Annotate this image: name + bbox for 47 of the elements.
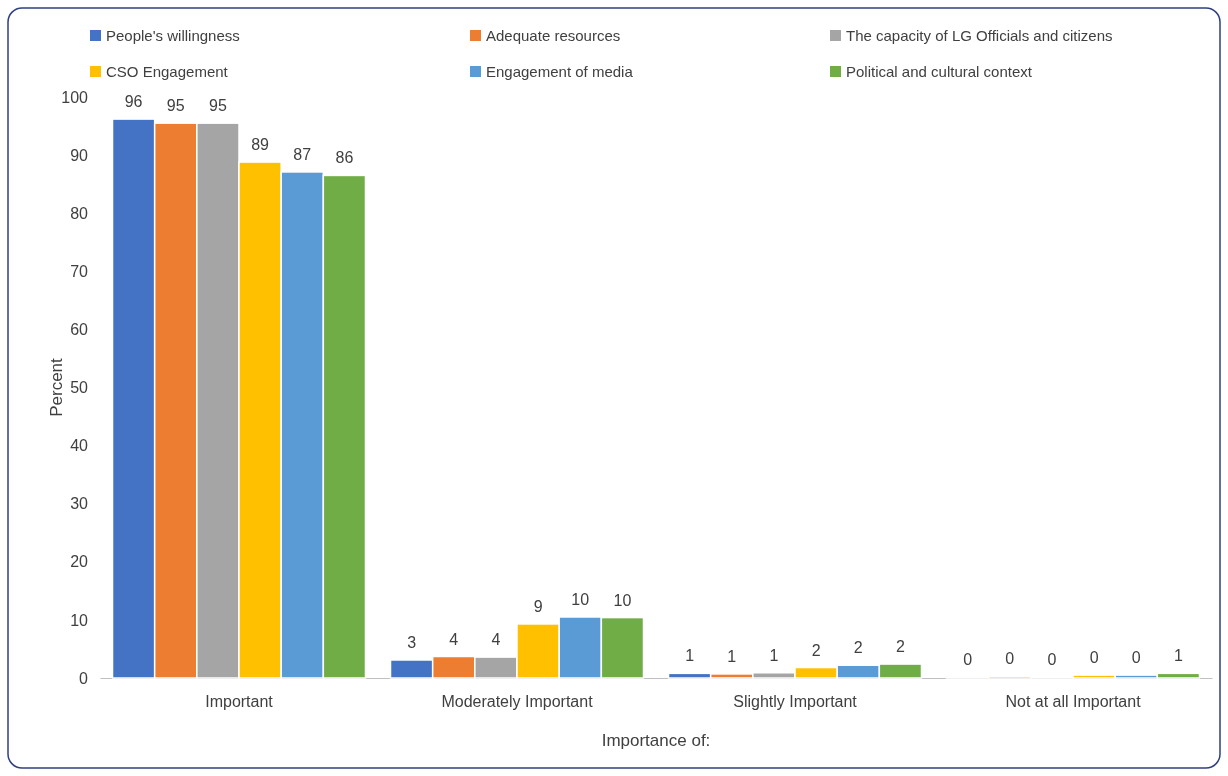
y-tick-label: 30 (70, 495, 89, 513)
legend-label: Engagement of media (486, 63, 634, 80)
y-tick-label: 60 (70, 321, 89, 339)
x-axis-title: Importance of: (601, 731, 711, 750)
data-label: 95 (209, 97, 227, 115)
data-label: 0 (1131, 649, 1141, 667)
legend-label: Adequate resources (486, 27, 621, 44)
y-tick-label: 40 (70, 437, 89, 455)
data-label: 10 (613, 591, 632, 609)
data-label: 3 (407, 633, 417, 651)
data-label: 87 (293, 145, 312, 163)
legend-label: People's willingness (106, 27, 240, 44)
data-label: 4 (449, 630, 459, 648)
x-tick-label: Moderately Important (441, 693, 594, 711)
data-label: 96 (124, 93, 143, 111)
y-tick-label: 50 (70, 379, 89, 397)
data-label: 89 (251, 136, 270, 154)
y-tick-label: 10 (70, 611, 89, 629)
data-label: 0 (963, 650, 973, 668)
data-label: 2 (811, 641, 821, 659)
y-tick-label: 0 (79, 669, 89, 687)
y-tick-label: 90 (70, 146, 89, 164)
legend-label: CSO Engagement (106, 63, 229, 80)
data-label: 0 (1047, 651, 1057, 669)
data-label: 2 (895, 638, 905, 656)
y-tick-label: 100 (61, 88, 89, 106)
x-tick-label: Important (205, 693, 274, 711)
data-label: 4 (491, 631, 501, 649)
data-label: 1 (769, 646, 779, 664)
data-label: 86 (335, 149, 354, 167)
legend-label: The capacity of LG Officials and citizens (846, 27, 1113, 44)
data-label: 1 (685, 647, 695, 665)
data-label: 1 (727, 647, 737, 665)
y-tick-label: 20 (70, 553, 89, 571)
data-label: 95 (166, 97, 185, 115)
legend-label: Political and cultural context (846, 63, 1033, 80)
x-tick-label: Not at all Important (1005, 693, 1142, 711)
data-label: 2 (853, 639, 863, 657)
data-label: 0 (1005, 650, 1015, 668)
data-label: 10 (571, 590, 590, 608)
y-axis-title: Percent (47, 357, 66, 417)
y-tick-label: 80 (70, 204, 89, 222)
y-tick-label: 70 (70, 262, 89, 280)
data-label: 1 (1173, 647, 1183, 665)
x-tick-label: Slightly Important (733, 693, 858, 711)
data-label: 9 (533, 597, 543, 615)
data-label: 0 (1089, 649, 1099, 667)
